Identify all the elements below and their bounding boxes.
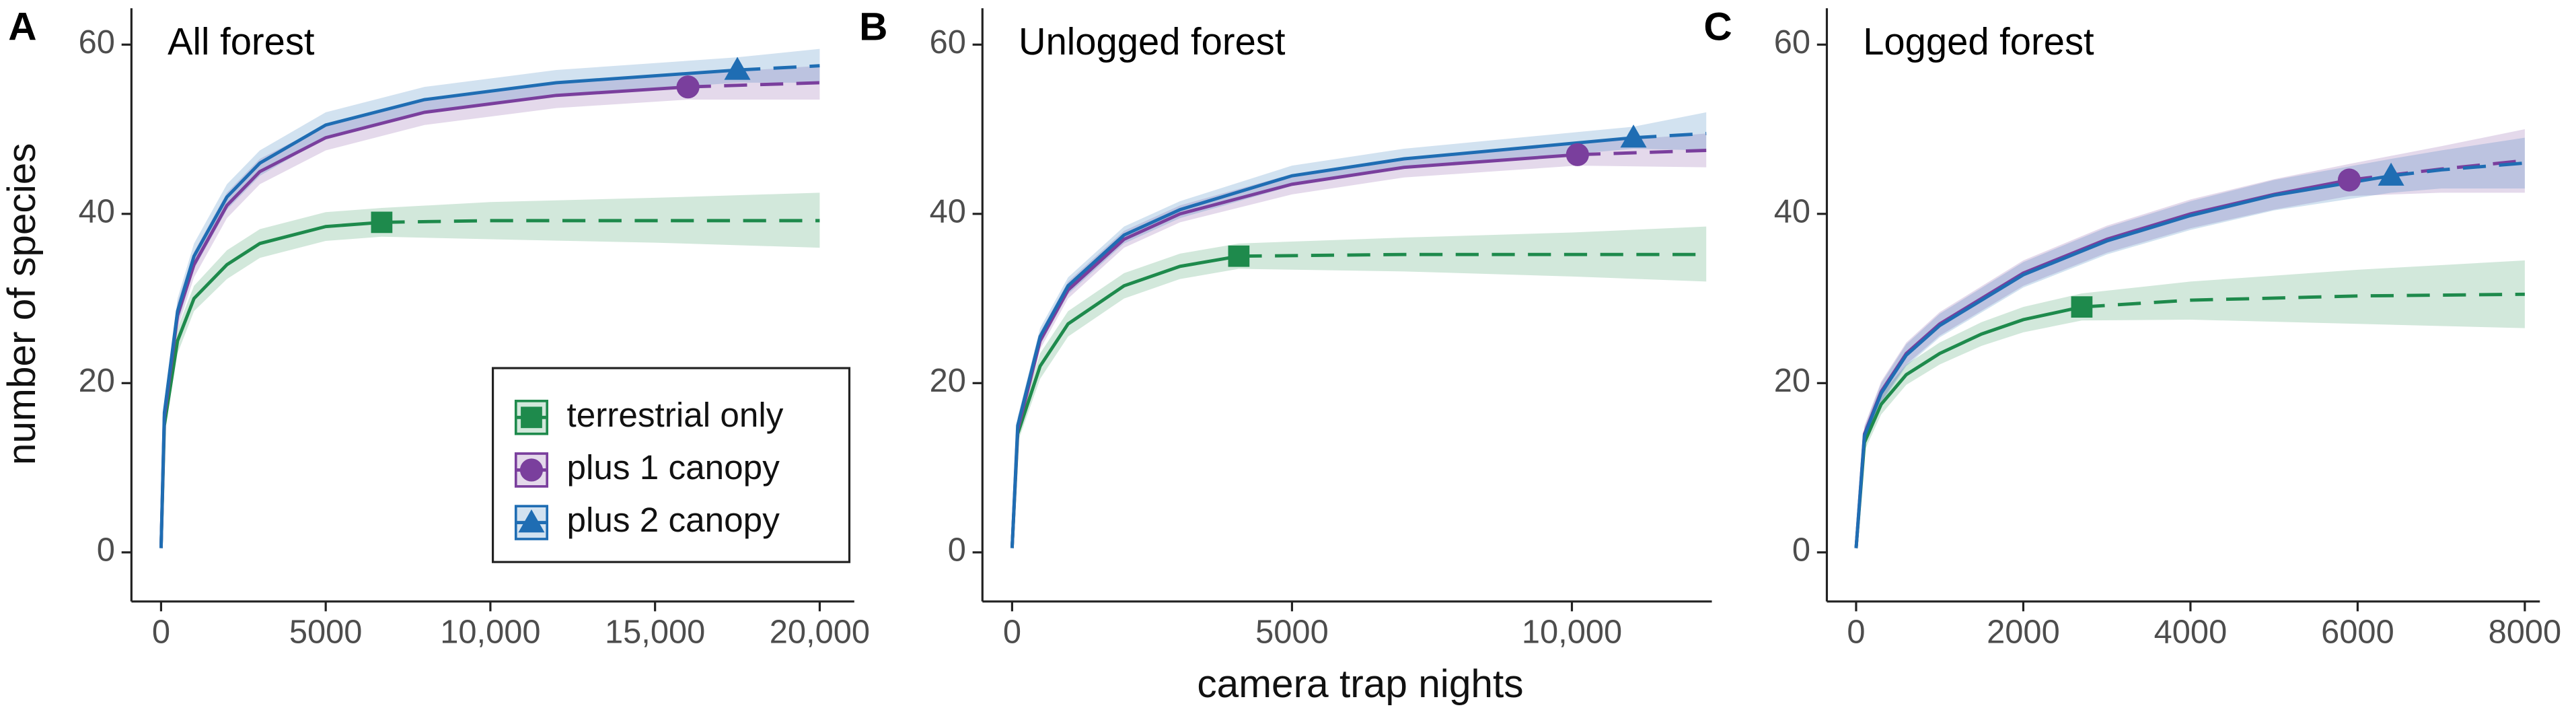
y-tick-label: 20	[79, 363, 115, 399]
extrapolated-line	[1239, 252, 1707, 258]
confidence-band	[1012, 226, 1707, 548]
legend-label: plus 1 canopy	[566, 448, 780, 487]
interpolated-line	[1010, 254, 1239, 548]
x-tick-label: 0	[152, 614, 170, 651]
y-tick-label: 40	[79, 194, 115, 230]
extrapolated-line	[2082, 292, 2525, 309]
marker-triangle	[1620, 124, 1647, 148]
marker-square	[1228, 245, 1250, 267]
x-tick-label: 4000	[2154, 614, 2228, 651]
y-tick-label: 20	[930, 363, 966, 399]
x-tick-label: 0	[1003, 614, 1021, 651]
interpolated-line	[1010, 153, 1578, 548]
legend-label: plus 2 canopy	[566, 501, 780, 539]
legend-box	[492, 367, 851, 563]
y-tick-label: 40	[1774, 194, 1810, 230]
x-tick-label: 10,000	[440, 614, 540, 651]
y-axis-label: number of species	[0, 143, 44, 465]
extrapolated-line	[1633, 131, 1707, 140]
marker-triangle	[518, 509, 545, 533]
interpolated-line	[159, 68, 738, 548]
marker-circle	[1566, 143, 1589, 166]
x-tick-label: 5000	[289, 614, 363, 651]
confidence-band	[161, 192, 820, 548]
marker-circle	[519, 458, 544, 482]
panel-label: B	[859, 5, 887, 48]
marker-circle	[676, 75, 700, 99]
y-tick-label: 60	[1774, 24, 1810, 61]
confidence-band	[1012, 133, 1707, 548]
x-tick-label: 0	[1847, 614, 1865, 651]
y-tick-label: 60	[930, 24, 966, 61]
y-tick-label: 60	[79, 24, 115, 61]
panel-title: Logged forest	[1863, 20, 2094, 63]
y-tick-label: 0	[97, 532, 115, 569]
marker-square	[371, 211, 393, 234]
panel-title: Unlogged forest	[1019, 20, 1286, 63]
x-tick-label: 6000	[2321, 614, 2394, 651]
extrapolated-line	[688, 81, 820, 89]
x-tick-label: 2000	[1987, 614, 2060, 651]
x-axis-label: camera trap nights	[1197, 662, 1523, 706]
marker-triangle	[724, 57, 751, 80]
interpolated-line	[1854, 305, 2082, 548]
y-tick-label: 40	[930, 194, 966, 230]
extrapolated-line	[2390, 161, 2526, 178]
marker-square	[521, 406, 542, 429]
y-tick-label: 0	[948, 532, 966, 569]
y-tick-label: 0	[1792, 532, 1810, 569]
extrapolated-line	[1577, 149, 1707, 157]
interpolated-line	[1010, 136, 1634, 548]
extrapolated-line	[737, 64, 820, 72]
marker-circle	[2337, 168, 2361, 192]
panel-label: A	[8, 5, 36, 48]
y-tick-label: 20	[1774, 363, 1810, 399]
x-tick-label: 10,000	[1522, 614, 1622, 651]
marker-square	[2071, 296, 2093, 318]
interpolated-line	[1854, 174, 2392, 548]
legend-label: terrestrial only	[566, 396, 783, 434]
confidence-band	[1855, 137, 2525, 548]
x-tick-label: 15,000	[605, 614, 705, 651]
extrapolated-line	[381, 219, 820, 224]
panel-title: All forest	[168, 20, 315, 63]
marker-triangle	[2378, 162, 2404, 186]
x-tick-label: 8000	[2489, 614, 2562, 651]
x-tick-label: 5000	[1255, 614, 1329, 651]
panel-label: C	[1703, 5, 1732, 48]
confidence-band	[1855, 260, 2525, 548]
x-tick-label: 20,000	[770, 614, 870, 651]
